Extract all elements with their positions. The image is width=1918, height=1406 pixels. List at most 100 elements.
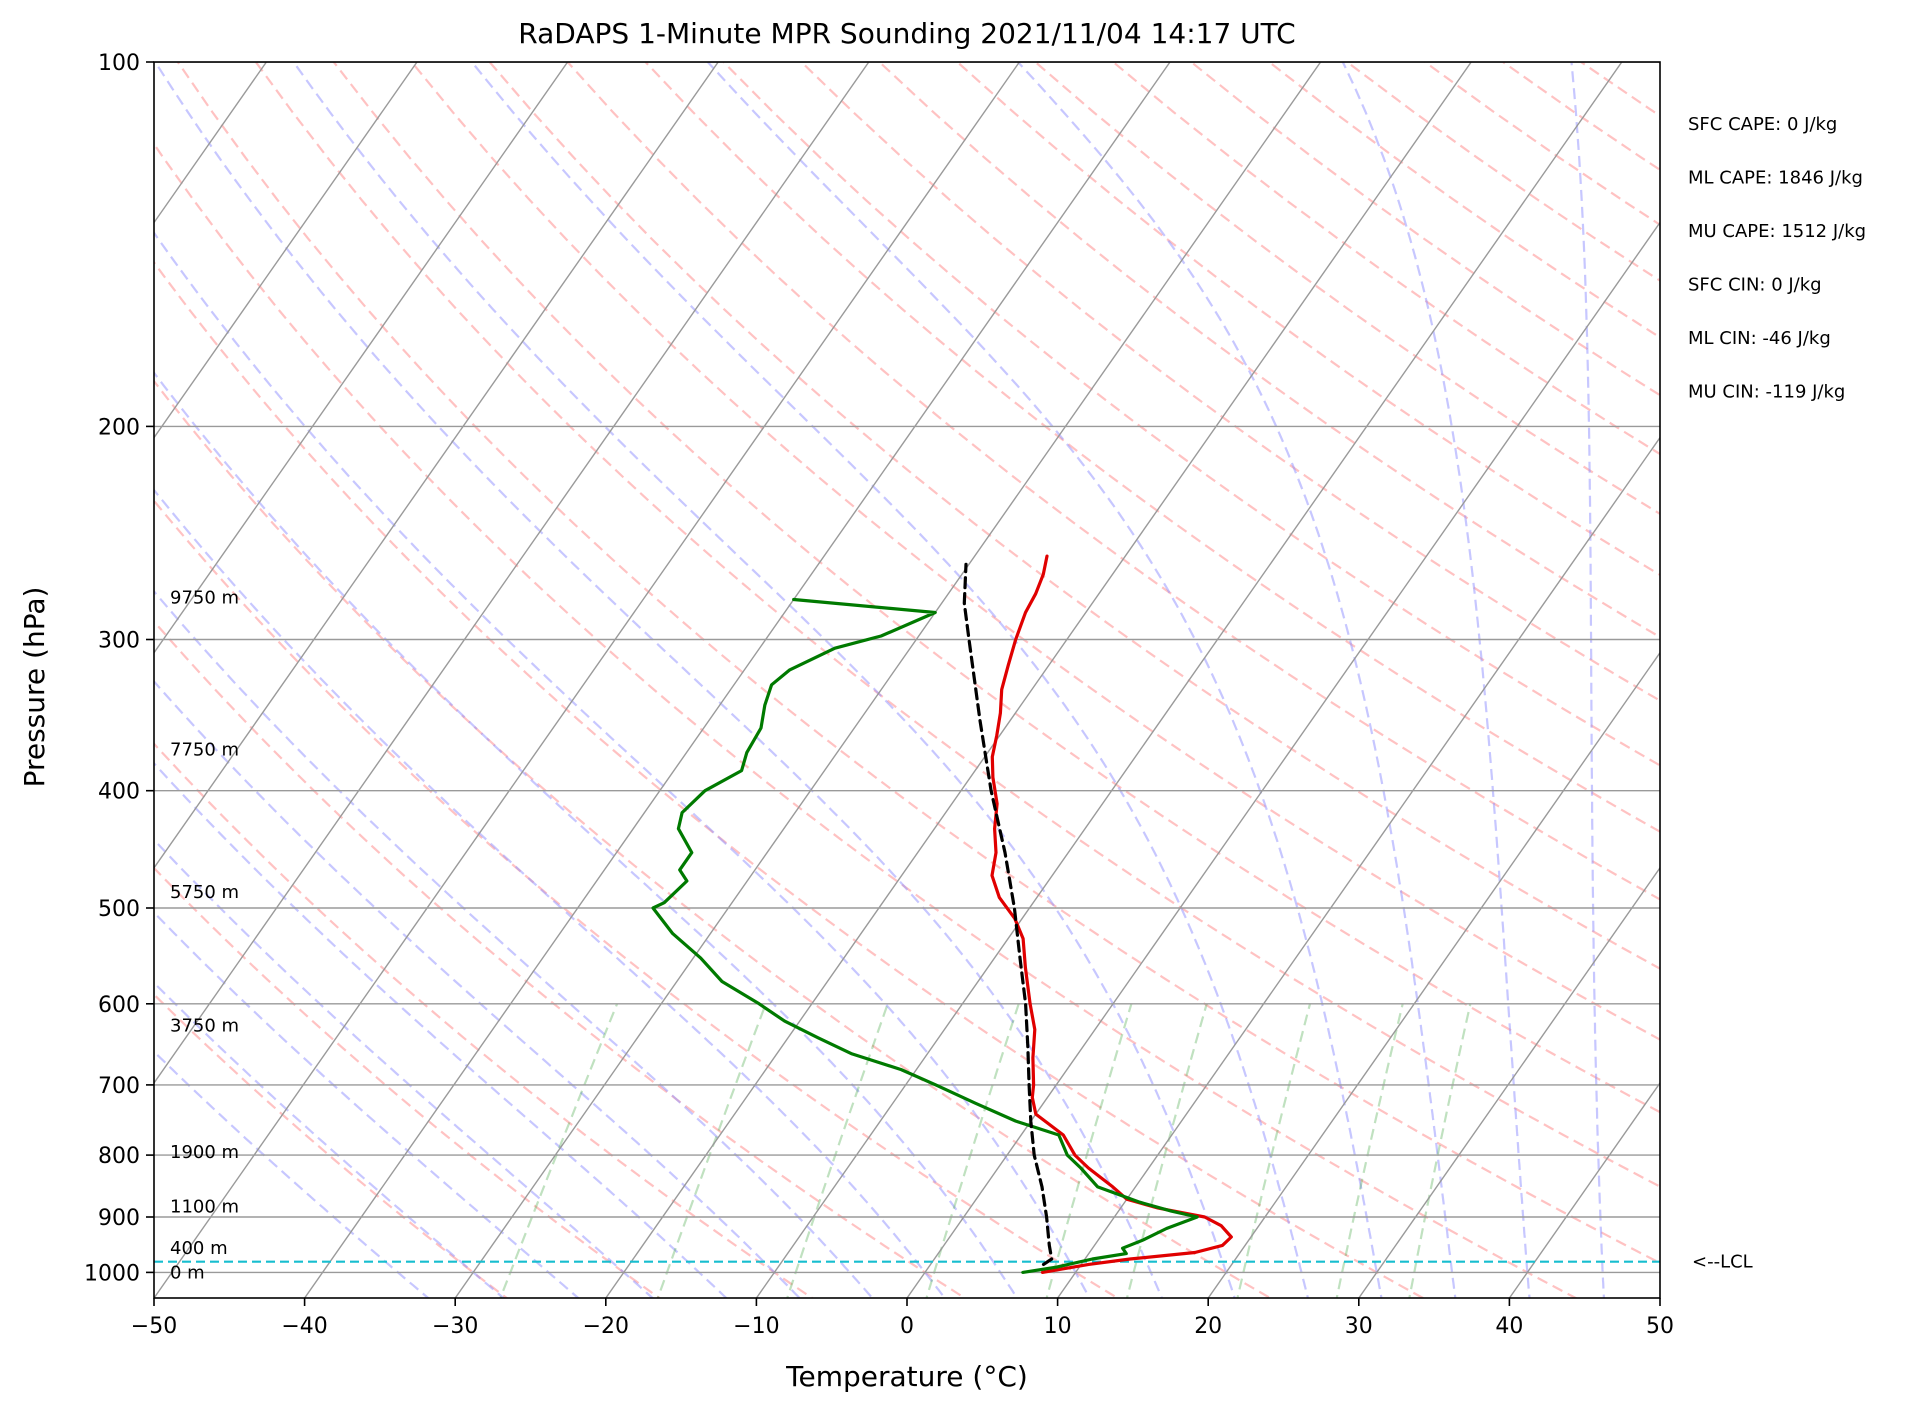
isotherm (604, 62, 1473, 1298)
isotherm (906, 221, 1660, 1298)
height-label: 7750 m (170, 740, 239, 761)
dry-adiabat (1502, 62, 1660, 172)
moist-adiabat (154, 981, 506, 1298)
y-tick-label: 300 (98, 629, 140, 654)
isotherm (1056, 436, 1660, 1298)
dry-adiabat (800, 62, 1660, 702)
dry-adiabat (566, 62, 1660, 901)
moist-adiabat (154, 1050, 430, 1298)
x-tick-label: −30 (432, 1314, 478, 1339)
height-label: 1100 m (170, 1196, 239, 1217)
moist-adiabat (1341, 62, 1531, 1298)
moist-adiabat (154, 488, 947, 1298)
mixing-ratio-line (499, 1003, 619, 1298)
dry-adiabat (154, 379, 1273, 1298)
mixing-ratio-line (786, 1003, 889, 1298)
x-tick-label: 30 (1345, 1314, 1373, 1339)
height-labels: 0 m 400 m 1100 m 1900 m 3750 m 5750 m 7750 m 97… (170, 588, 239, 1284)
lcl-label: <--LCL (1692, 1252, 1753, 1273)
plot-area (154, 62, 1918, 1323)
x-axis: −50 −40 −30 −20 −10 0 10 20 30 40 50 (131, 1298, 1674, 1339)
y-tick-label: 200 (98, 415, 140, 440)
dry-adiabat (878, 62, 1660, 639)
isotherm (154, 62, 720, 870)
dry-adiabat (1424, 62, 1660, 227)
grid-lines (154, 62, 1660, 1274)
stats-panel: SFC CAPE: 0 J/kg ML CAPE: 1846 J/kg MU CAP… (1688, 114, 1866, 403)
dry-adiabat (154, 619, 967, 1298)
moist-adiabat (154, 679, 802, 1298)
y-tick-label: 600 (98, 993, 140, 1018)
dry-adiabat (1112, 62, 1660, 456)
temperature-profile (990, 554, 1233, 1274)
y-tick-label: 1000 (84, 1261, 140, 1286)
isotherm (1508, 1081, 1660, 1298)
height-label: 3750 m (170, 1015, 239, 1036)
isotherm (154, 62, 418, 439)
y-tick-label: 100 (98, 51, 140, 76)
y-tick-label: 800 (98, 1144, 140, 1169)
height-label: 9750 m (170, 588, 239, 609)
stat-line: SFC CIN: 0 J/kg (1688, 275, 1822, 296)
isotherm (755, 62, 1623, 1298)
dry-adiabat (1034, 62, 1660, 516)
x-tick-label: −50 (131, 1314, 177, 1339)
x-tick-label: 20 (1194, 1314, 1222, 1339)
stat-line: ML CIN: -46 J/kg (1688, 328, 1831, 349)
x-axis-label: Temperature (°C) (785, 1360, 1028, 1393)
height-label: 0 m (170, 1262, 205, 1283)
y-tick-label: 500 (98, 897, 140, 922)
mixing-ratio-line (1045, 1003, 1133, 1298)
x-tick-label: 50 (1646, 1314, 1674, 1339)
dry-adiabat (1268, 62, 1660, 339)
dry-adiabat (722, 62, 1660, 767)
x-tick-label: 10 (1044, 1314, 1072, 1339)
moist-adiabat (706, 62, 1383, 1298)
mixing-ratio-line (925, 1003, 1020, 1298)
moist-adiabat (1570, 62, 1606, 1298)
mixing-ratio-line (1125, 1003, 1208, 1298)
dry-adiabat (254, 62, 1660, 1188)
dry-adiabat (956, 62, 1660, 577)
height-label: 400 m (170, 1238, 228, 1259)
y-axis: 100 200 300 400 500 600 700 800 900 1000 (84, 51, 154, 1286)
moist-adiabat (154, 910, 580, 1298)
moist-adiabat (154, 230, 1091, 1298)
isotherm (1207, 651, 1660, 1298)
dry-adiabat (332, 62, 1660, 1114)
x-tick-label: −20 (583, 1314, 629, 1339)
height-label: 1900 m (170, 1142, 239, 1163)
parcel-profile (962, 562, 1054, 1266)
background-lines (154, 62, 1918, 1323)
moist-adiabat (1017, 62, 1457, 1298)
isotherm (154, 62, 870, 1085)
mixing-ratio-line (1335, 1003, 1404, 1298)
mixing-ratio-line (1408, 1003, 1472, 1298)
isotherm (303, 62, 1171, 1298)
y-tick-label: 700 (98, 1074, 140, 1099)
series-layer (154, 554, 1660, 1274)
height-label: 5750 m (170, 882, 239, 903)
moist-adiabat (154, 589, 874, 1298)
stat-line: SFC CAPE: 0 J/kg (1688, 114, 1837, 135)
dry-adiabat (1658, 62, 1660, 65)
dry-adiabat (644, 62, 1660, 833)
dry-adiabat (154, 866, 662, 1298)
x-tick-label: 0 (900, 1314, 914, 1339)
dewpoint-profile (651, 597, 1199, 1274)
y-tick-label: 900 (98, 1206, 140, 1231)
mixing-ratio-line (1236, 1003, 1312, 1298)
dry-adiabat (488, 62, 1660, 970)
dry-adiabat (1737, 62, 1918, 1323)
isotherm (1357, 866, 1660, 1298)
x-tick-label: −10 (733, 1314, 779, 1339)
stat-line: MU CIN: -119 J/kg (1688, 382, 1845, 403)
isotherm (154, 62, 1021, 1298)
isotherm (154, 62, 569, 654)
y-tick-label: 400 (98, 780, 140, 805)
stat-line: ML CAPE: 1846 J/kg (1688, 168, 1863, 189)
plot-frame (153, 61, 1661, 1299)
chart-title: RaDAPS 1-Minute MPR Sounding 2021/11/04 … (518, 17, 1295, 50)
x-tick-label: 40 (1495, 1314, 1523, 1339)
